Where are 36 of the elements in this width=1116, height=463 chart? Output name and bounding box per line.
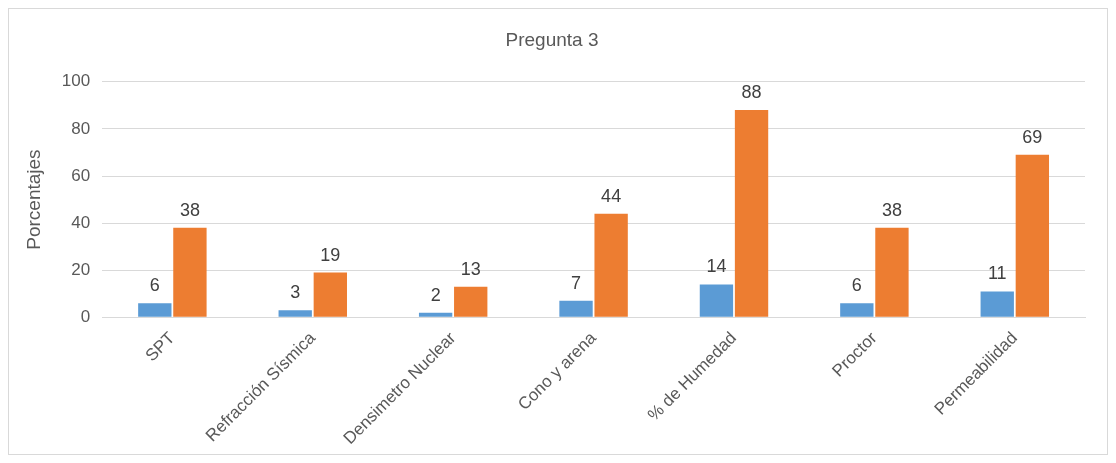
- data-label: 2: [430, 284, 441, 305]
- bar: [278, 310, 312, 317]
- bar: [1015, 154, 1050, 317]
- y-axis-title: Porcentajes: [22, 149, 44, 250]
- data-label: 11: [987, 263, 1007, 284]
- data-label: 7: [571, 272, 582, 293]
- data-label: 3: [290, 282, 301, 303]
- y-tick-label: 100: [61, 71, 91, 91]
- data-label: 38: [881, 199, 902, 220]
- bar: [980, 291, 1014, 317]
- data-label: 13: [460, 258, 481, 279]
- data-label: 69: [1022, 126, 1043, 147]
- bar: [594, 213, 628, 317]
- data-label: 6: [851, 275, 862, 296]
- y-tick-label: 40: [71, 212, 91, 232]
- bar: [840, 303, 874, 317]
- data-label: 88: [741, 82, 762, 103]
- bar: [559, 300, 593, 317]
- data-label: 14: [706, 256, 727, 277]
- y-tick-label: 0: [80, 307, 91, 327]
- bar: [138, 303, 172, 317]
- bar: [699, 284, 734, 317]
- chart-title: Pregunta 3: [505, 28, 599, 50]
- data-label: 6: [149, 275, 160, 296]
- bar: [173, 227, 207, 317]
- bar: [418, 312, 453, 317]
- bar: [875, 227, 909, 317]
- data-label: 38: [179, 199, 200, 220]
- bar: [313, 272, 347, 317]
- y-tick-label: 60: [71, 165, 91, 185]
- y-tick-label: 20: [71, 259, 91, 279]
- data-label: 19: [320, 244, 341, 265]
- bar: [734, 110, 769, 317]
- y-tick-label: 80: [71, 118, 91, 138]
- bar: [454, 286, 488, 317]
- data-label: 44: [601, 185, 622, 206]
